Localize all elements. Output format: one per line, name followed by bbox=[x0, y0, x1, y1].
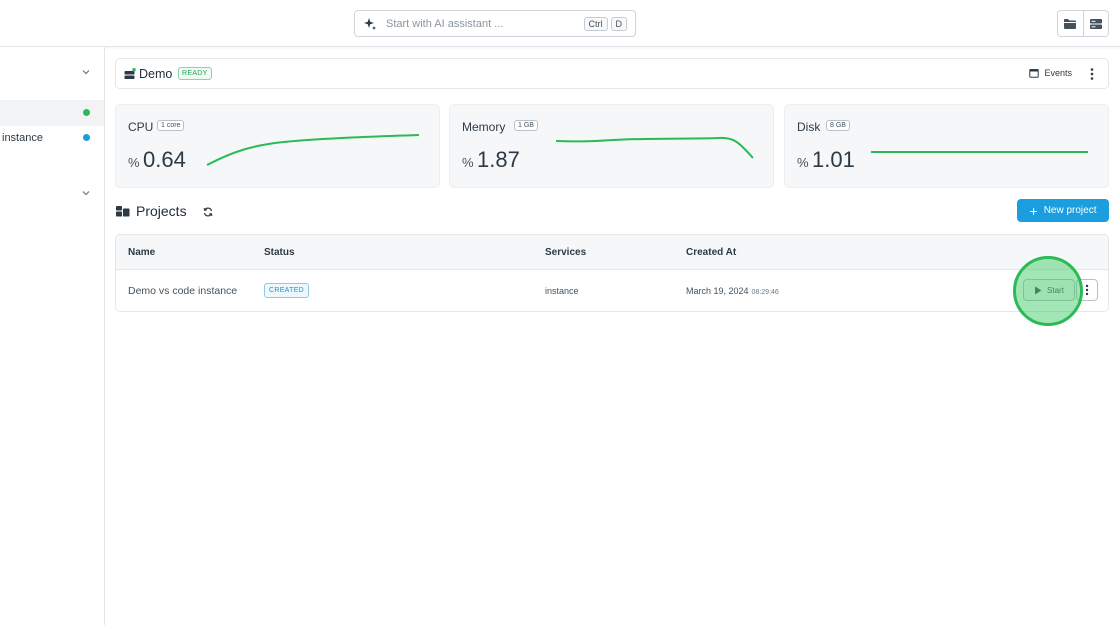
metric-card-cpu: CPU 1 core % 0.64 bbox=[115, 104, 440, 188]
projects-icon bbox=[116, 206, 130, 217]
metric-name: Disk bbox=[797, 120, 821, 134]
metric-value: 1.87 bbox=[477, 147, 520, 172]
metric-tag: 1 GB bbox=[514, 120, 538, 131]
folder-icon bbox=[1064, 18, 1077, 29]
plus-icon: + bbox=[1029, 202, 1038, 219]
ai-assistant-search[interactable]: Start with AI assistant ... Ctrl D bbox=[354, 10, 636, 37]
projects-table: Name Status Services Created At Demo vs … bbox=[115, 234, 1109, 312]
topbar-button-group bbox=[1057, 10, 1109, 37]
server-status-icon bbox=[124, 68, 136, 79]
sidebar-item-label: instance bbox=[2, 132, 43, 144]
disk-sparkline bbox=[871, 151, 1088, 153]
environment-name: Demo bbox=[139, 67, 173, 81]
projects-title: Projects bbox=[136, 203, 187, 219]
metric-name: CPU bbox=[128, 120, 154, 134]
memory-sparkline bbox=[555, 136, 754, 159]
metric-value: 1.01 bbox=[812, 147, 855, 172]
new-project-label: New project bbox=[1043, 205, 1097, 216]
metric-name: Memory bbox=[462, 120, 506, 134]
project-created-at: March 19, 2024 08:29:46 bbox=[686, 286, 779, 296]
table-header: Name Status Services Created At bbox=[116, 235, 1108, 270]
server-button[interactable] bbox=[1082, 11, 1109, 36]
more-options-icon bbox=[1085, 284, 1089, 296]
search-placeholder: Start with AI assistant ... bbox=[386, 17, 504, 30]
refresh-icon[interactable] bbox=[203, 207, 213, 217]
column-header-created-at[interactable]: Created At bbox=[686, 247, 737, 258]
column-header-name[interactable]: Name bbox=[128, 247, 156, 258]
project-services: instance bbox=[545, 286, 579, 296]
metric-value: 0.64 bbox=[143, 147, 186, 172]
environment-header: Demo READY Events bbox=[115, 58, 1109, 89]
metric-unit: % bbox=[128, 155, 140, 170]
created-time: 08:29:46 bbox=[751, 289, 779, 296]
chevron-down-icon[interactable] bbox=[81, 188, 91, 198]
shortcut-key-d: D bbox=[610, 16, 627, 31]
shortcut-key-ctrl: Ctrl bbox=[583, 16, 608, 31]
folder-button[interactable] bbox=[1058, 11, 1083, 36]
created-date: March 19, 2024 bbox=[686, 286, 749, 296]
status-badge: READY bbox=[178, 67, 212, 80]
start-label: Start bbox=[1047, 285, 1064, 295]
metric-unit: % bbox=[797, 155, 809, 170]
calendar-icon bbox=[1029, 69, 1040, 78]
status-dot bbox=[83, 134, 90, 141]
chevron-down-icon[interactable] bbox=[81, 67, 91, 77]
row-more-options-button[interactable] bbox=[1076, 279, 1098, 301]
project-name: Demo vs code instance bbox=[128, 285, 238, 297]
new-project-button[interactable]: + New project bbox=[1017, 199, 1109, 222]
sidebar: instance bbox=[0, 47, 105, 625]
column-header-status[interactable]: Status bbox=[264, 247, 295, 258]
more-options-icon[interactable] bbox=[1090, 67, 1094, 81]
start-button[interactable]: Start bbox=[1023, 279, 1075, 301]
sparkle-icon bbox=[364, 17, 376, 30]
column-header-services[interactable]: Services bbox=[545, 247, 587, 258]
events-label: Events bbox=[1044, 68, 1072, 78]
metric-unit: % bbox=[462, 155, 474, 170]
server-icon bbox=[1089, 18, 1102, 29]
sidebar-item-active[interactable] bbox=[0, 100, 104, 126]
metric-card-memory: Memory 1 GB % 1.87 bbox=[449, 104, 774, 188]
events-button[interactable]: Events bbox=[1029, 68, 1072, 78]
status-badge: CREATED bbox=[264, 283, 310, 298]
metric-tag: 1 core bbox=[157, 120, 185, 131]
metric-tag: 8 GB bbox=[826, 120, 850, 131]
top-bar: Start with AI assistant ... Ctrl D bbox=[0, 0, 1120, 47]
cpu-sparkline bbox=[206, 134, 420, 166]
status-dot bbox=[83, 109, 90, 116]
play-icon bbox=[1035, 286, 1042, 294]
metric-card-disk: Disk 8 GB % 1.01 bbox=[784, 104, 1109, 188]
